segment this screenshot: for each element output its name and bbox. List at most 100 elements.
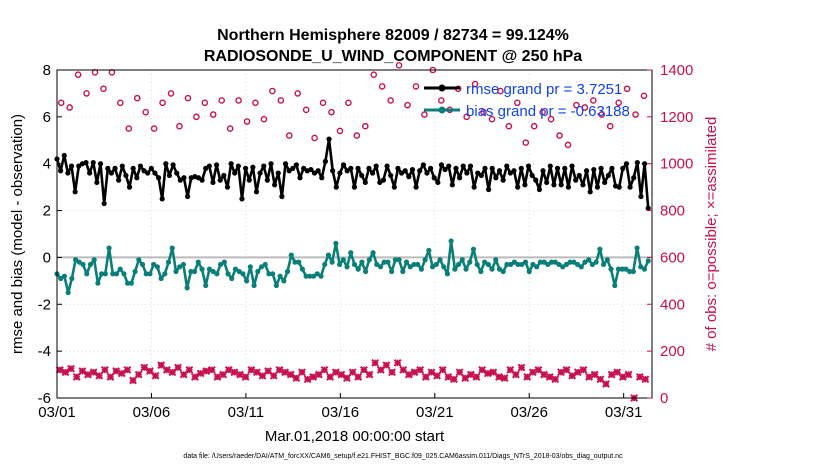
rmse-point [384, 163, 390, 169]
assimilated-obs-point [252, 368, 261, 377]
bias-point [303, 273, 309, 279]
rmse-point [340, 162, 347, 168]
bias-point [370, 250, 376, 256]
bias-point [534, 264, 540, 270]
rmse-point [602, 179, 608, 186]
possible-obs-point [615, 99, 622, 107]
obs-layer [55, 62, 650, 402]
assimilated-obs-point [624, 370, 633, 379]
rmse-point [583, 168, 590, 174]
y-tick-label-1: -4 [38, 343, 51, 360]
rmse-point [181, 175, 187, 181]
bias-point [125, 280, 131, 286]
bias-point [437, 257, 443, 263]
rmse-point [116, 177, 122, 183]
bias-point [612, 282, 618, 289]
bias-point [184, 285, 190, 291]
y-axis-label: rmse and bias (model - observation) [9, 114, 26, 354]
assimilated-obs-point [371, 358, 380, 367]
bias-point [277, 273, 283, 279]
rmse-point [97, 161, 104, 167]
bias-point [615, 266, 622, 272]
assimilated-obs-point [292, 374, 301, 382]
rmse-point [511, 168, 517, 174]
rmse-point [348, 165, 354, 171]
rmse-point [206, 163, 212, 169]
possible-obs-point [193, 113, 200, 121]
rmse-point [359, 172, 365, 179]
bias-point [165, 259, 172, 265]
possible-obs-point [361, 122, 369, 130]
rmse-point [616, 184, 622, 190]
bias-point [273, 282, 279, 289]
bias-point [322, 261, 328, 268]
bias-point [284, 268, 291, 275]
rmse-point [395, 165, 401, 171]
bias-point [344, 264, 350, 270]
rmse-point [518, 165, 524, 171]
bias-point [485, 261, 491, 268]
y2-tick-label-4: 800 [660, 203, 685, 220]
assimilated-obs-point [545, 373, 554, 381]
bias-point [143, 271, 149, 277]
possible-obs-point [522, 139, 530, 146]
rmse-point [496, 168, 503, 174]
rmse-point [645, 205, 651, 211]
rmse-point [522, 182, 528, 188]
assimilated-obs-point [450, 375, 458, 384]
bias-point [519, 261, 525, 268]
assimilated-obs-point [117, 369, 126, 378]
assimilated-obs-point [140, 363, 149, 372]
rmse-point [253, 189, 260, 195]
bias-point [292, 259, 298, 265]
possible-obs-point [606, 122, 614, 130]
y2-tick-label-6: 1200 [660, 109, 693, 126]
rmse-point [250, 164, 256, 170]
rmse-point [155, 175, 162, 181]
bias-point [65, 289, 71, 296]
bias-point [422, 257, 428, 263]
possible-obs-point [623, 85, 631, 93]
x-tick-label-2: 03/11 [228, 404, 264, 421]
possible-obs-point [74, 71, 82, 78]
bias-point [221, 259, 227, 265]
possible-obs-point [514, 99, 521, 107]
rmse-point [449, 182, 455, 188]
bias-point [504, 261, 510, 268]
bias-point [571, 259, 577, 265]
possible-obs-point [395, 62, 403, 69]
possible-obs-point [125, 125, 133, 132]
rmse-point [547, 163, 553, 169]
possible-obs-point [285, 132, 293, 139]
bias-point [255, 268, 261, 275]
assimilated-obs-point [298, 368, 306, 377]
rmse-point [243, 165, 249, 171]
bias-point [203, 282, 209, 289]
assimilated-obs-point [438, 365, 447, 374]
rmse-point [500, 177, 506, 183]
bias-point [91, 257, 97, 263]
bias-point [359, 259, 365, 265]
possible-obs-point [590, 97, 597, 104]
bias-point [307, 273, 313, 279]
bias-point [522, 259, 529, 265]
assimilated-obs-point [286, 370, 295, 379]
assimilated-obs-point [393, 358, 402, 367]
rmse-point [351, 184, 358, 190]
legend-rmse-label: rmse grand pr = 3.7251 [466, 81, 622, 98]
assimilated-obs-point [343, 374, 351, 382]
bias-point [232, 266, 239, 272]
assimilated-obs-point [478, 365, 487, 374]
bias-point [541, 259, 547, 265]
bias-point [589, 261, 596, 268]
bias-point [363, 268, 369, 275]
bias-point [515, 261, 521, 268]
assimilated-obs-point [275, 365, 284, 374]
possible-obs-point [150, 125, 158, 132]
bias-point [84, 271, 90, 277]
possible-obs-point [573, 101, 580, 109]
possible-obs-point [471, 80, 479, 88]
bias-point [604, 257, 610, 263]
bias-point [500, 268, 506, 275]
bias-point [411, 261, 417, 268]
